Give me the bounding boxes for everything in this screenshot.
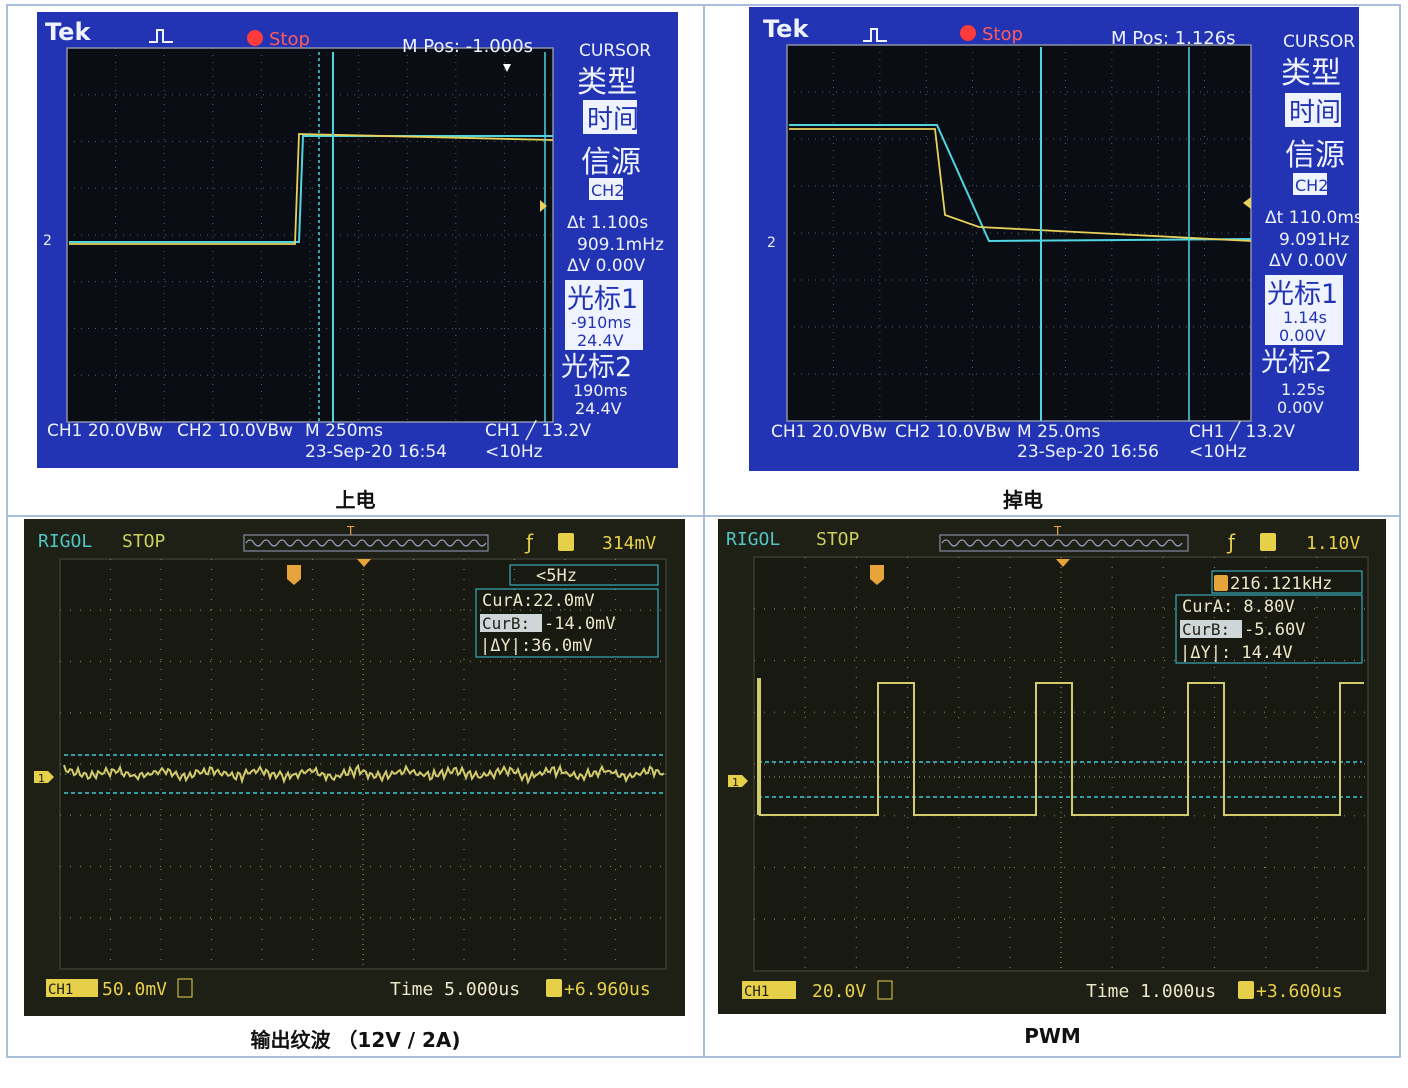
brand-logo: RIGOL [726, 529, 780, 550]
brand-logo: RIGOL [38, 531, 92, 552]
trigger-pos-marker-icon: T [1053, 524, 1062, 538]
trigger-offset-icon [1238, 981, 1254, 999]
cursor-b-value: -5.60V [1244, 620, 1305, 640]
cursor1-label: 光标1 [567, 284, 638, 315]
panel-pwm-screenshot: RIGOL STOP T ƒ 1.10V 216.121kHz CurA: 8.… [718, 519, 1386, 1014]
caption-ripple: 输出纹波 （12V / 2A) [8, 1024, 703, 1053]
ch1-scale: CH1 20.0VBw [47, 421, 163, 441]
menu-source-value: CH2 [1295, 176, 1328, 195]
ch1-badge: CH1 [48, 982, 73, 998]
panel-power-on-screenshot: 2 Tek Stop M Pos: -1.000s CURSOR 类型 时间 信… [37, 12, 678, 468]
menu-type-label: 类型 [577, 65, 637, 100]
caption-power-off: 掉电 [705, 484, 1341, 513]
cursor2-time: 190ms [573, 381, 627, 400]
caption-power-on: 上电 [8, 484, 703, 513]
timebase: Time 1.000us [1086, 981, 1216, 1002]
ch2-marker: 2 [767, 235, 776, 251]
stop-icon [960, 25, 976, 41]
cursor-menu-title: CURSOR [1283, 32, 1355, 52]
cursor1-volt: 0.00V [1279, 326, 1326, 345]
status-stop: Stop [269, 29, 310, 50]
trigger-offset: +6.960us [564, 979, 651, 1000]
trigger-pos-marker-icon: T [346, 524, 355, 538]
cursor1-volt: 24.4V [577, 331, 624, 350]
timebase: M 250ms [305, 421, 383, 441]
inverse-delta-t: 909.1mHz [577, 235, 664, 255]
delta-y-value: |ΔY|: 14.4V [1180, 643, 1293, 663]
cursor-b-value: -14.0mV [544, 614, 616, 634]
delta-v: ΔV 0.00V [1269, 251, 1348, 271]
ch1-trigger-source-icon [558, 533, 574, 551]
cursor2-volt: 24.4V [575, 399, 622, 418]
menu-type-label: 类型 [1281, 56, 1341, 91]
trigger-level: 1.10V [1306, 533, 1360, 554]
brand-logo: Tek [45, 18, 91, 46]
cursor-b-label: CurB: [482, 614, 530, 633]
ch1-marker: 1 [732, 776, 739, 789]
cursor1-label: 光标1 [1267, 279, 1338, 310]
status-stop: STOP [816, 529, 860, 550]
ch1-badge: CH1 [744, 984, 769, 1000]
status-stop: STOP [122, 531, 166, 552]
ch2-scale: CH2 10.0VBw [177, 421, 293, 441]
ch1-scale: 20.0V [812, 981, 866, 1002]
ch1-scale: 50.0mV [102, 979, 167, 1000]
trigger-offset: +3.600us [1256, 981, 1343, 1002]
menu-source-value: CH2 [591, 181, 624, 200]
brand-logo: Tek [763, 15, 809, 43]
ch2-marker: 2 [43, 233, 52, 249]
delta-y-value: |ΔY|:36.0mV [480, 636, 593, 656]
cursor2-volt: 0.00V [1277, 398, 1324, 417]
trigger-level: 314mV [602, 533, 656, 554]
ch1-trigger-source-icon [1260, 533, 1276, 551]
trigger-frequency: <5Hz [536, 566, 577, 586]
trigger-frequency: 216.121kHz [1230, 574, 1332, 594]
menu-source-label: 信源 [1285, 138, 1345, 173]
trigger-edge-icon: ƒ [524, 530, 534, 554]
cursor-a-value: CurA: 8.80V [1182, 597, 1295, 617]
cursor-menu-title: CURSOR [579, 41, 651, 61]
cursor2-label: 光标2 [1261, 347, 1332, 378]
cursor1-time: -910ms [571, 313, 631, 332]
timebase: M 25.0ms [1017, 422, 1100, 442]
timebase: Time 5.000us [390, 979, 520, 1000]
delta-v: ΔV 0.00V [567, 256, 646, 276]
menu-type-value: 时间 [587, 105, 639, 135]
m-pos: M Pos: -1.000s [402, 36, 533, 57]
grid-divider-vertical [703, 4, 705, 1058]
trigger-frequency: <10Hz [485, 442, 543, 462]
delta-t: Δt 1.100s [567, 213, 648, 233]
cursor-a-value: CurA:22.0mV [482, 591, 595, 611]
trigger-freq-icon [1214, 575, 1228, 591]
trigger-edge-icon: ƒ [1226, 530, 1236, 554]
trigger-offset-icon [546, 979, 562, 997]
trigger-setting: CH1 ╱ 13.2V [485, 420, 591, 441]
datetime: 23-Sep-20 16:56 [1017, 442, 1159, 462]
ch1-scale: CH1 20.0VBw [771, 422, 887, 442]
panel-ripple-screenshot: RIGOL STOP T ƒ 314mV <5Hz CurA:22.0mV Cu… [24, 519, 685, 1016]
cursor-b-label: CurB: [1182, 620, 1230, 639]
grid-divider-horizontal [6, 515, 1401, 517]
menu-type-value: 时间 [1289, 98, 1341, 128]
status-stop: Stop [982, 24, 1023, 45]
trigger-frequency: <10Hz [1189, 442, 1247, 462]
datetime: 23-Sep-20 16:54 [305, 442, 447, 462]
ch1-marker: 1 [38, 772, 45, 785]
cursor2-label: 光标2 [561, 352, 632, 383]
panel-power-off-screenshot: 2 Tek Stop M Pos: 1.126s CURSOR 类型 时间 信源… [749, 7, 1359, 471]
inverse-delta-t: 9.091Hz [1279, 230, 1349, 250]
caption-pwm: PWM [705, 1024, 1400, 1048]
stop-icon [247, 30, 263, 46]
cursor2-time: 1.25s [1281, 380, 1325, 399]
delta-t: Δt 110.0ms [1265, 208, 1359, 228]
m-pos: M Pos: 1.126s [1111, 28, 1236, 49]
ch2-scale: CH2 10.0VBw [895, 422, 1011, 442]
trigger-setting: CH1 ╱ 13.2V [1189, 421, 1295, 442]
menu-source-label: 信源 [581, 145, 641, 180]
cursor1-time: 1.14s [1283, 308, 1327, 327]
